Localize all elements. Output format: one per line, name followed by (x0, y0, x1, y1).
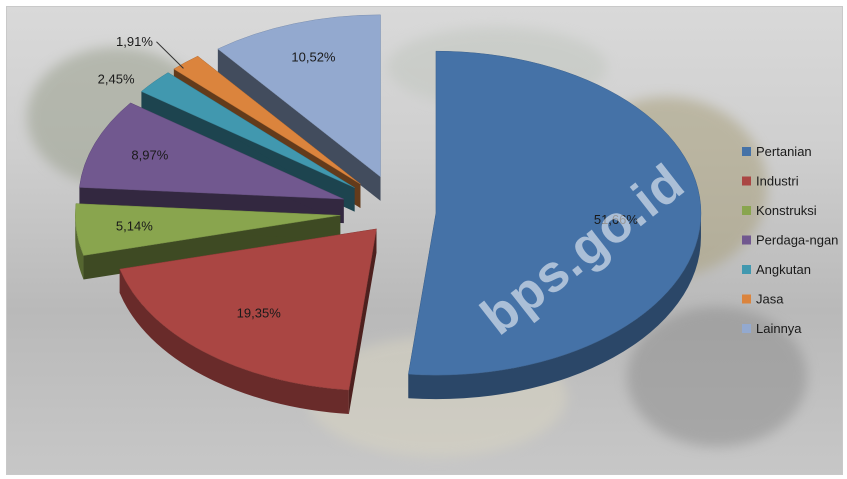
pie-slices (75, 14, 702, 415)
legend-label: Angkutan (756, 262, 811, 277)
data-label-jasa: 1,91% (116, 34, 153, 49)
legend-swatch (742, 235, 751, 245)
legend-swatch (742, 176, 751, 186)
legend-swatch (742, 147, 751, 156)
legend-label: Konstruksi (756, 203, 817, 218)
legend-label: Lainnya (756, 321, 802, 336)
pie-slice-konstruksi (75, 203, 341, 280)
pie-slice-industri (119, 228, 377, 415)
data-label-lainnya: 10,52% (291, 49, 336, 64)
pie-slice-pertanian (408, 50, 702, 400)
legend-label: Perdaga-ngan (756, 233, 838, 248)
legend-item: Angkutan (742, 262, 811, 277)
slice-outer-wall (119, 269, 349, 415)
legend-item: Pertanian (742, 144, 812, 159)
legend-swatch (742, 206, 751, 215)
legend-item: Jasa (742, 292, 784, 307)
data-label-perdaga-ngan: 8,97% (131, 147, 168, 162)
slice-top-face (119, 228, 377, 391)
slice-top-face (75, 203, 341, 256)
slice-top-face (173, 55, 361, 185)
pie-slice-lainnya (217, 14, 381, 201)
legend-item: Perdaga-ngan (742, 233, 838, 248)
slice-top-face (79, 102, 344, 200)
chart-legend: Pertanian Industri Konstruksi Perdaga-ngan A… (742, 144, 838, 336)
legend-item: Lainnya (742, 321, 802, 336)
slice-top-face (217, 14, 381, 178)
legend-item: Industri (742, 174, 799, 189)
legend-label: Industri (756, 174, 799, 189)
slice-side-face (348, 228, 377, 415)
slice-top-face (408, 50, 702, 376)
legend-label: Jasa (756, 292, 784, 307)
slice-top-face (140, 72, 355, 188)
data-label-pertanian: 51,66% (594, 212, 639, 227)
data-labels: 51,66% 19,35% 5,14% 8,97% 2,45% 1,91% 10,52% (98, 34, 639, 321)
background-photo-blob (627, 307, 807, 447)
data-label-leader-line (156, 41, 184, 69)
legend-item: Konstruksi (742, 203, 817, 218)
slice-outer-wall (75, 215, 84, 280)
legend-swatch (742, 265, 751, 274)
legend-label: Pertanian (756, 144, 812, 159)
legend-swatch (742, 324, 751, 333)
data-label-konstruksi: 5,14% (116, 219, 153, 234)
legend-swatch (742, 294, 751, 304)
data-label-industri: 19,35% (237, 305, 282, 320)
data-label-angkutan: 2,45% (98, 72, 135, 87)
slice-side-face (217, 48, 381, 201)
slice-outer-wall (408, 213, 701, 400)
